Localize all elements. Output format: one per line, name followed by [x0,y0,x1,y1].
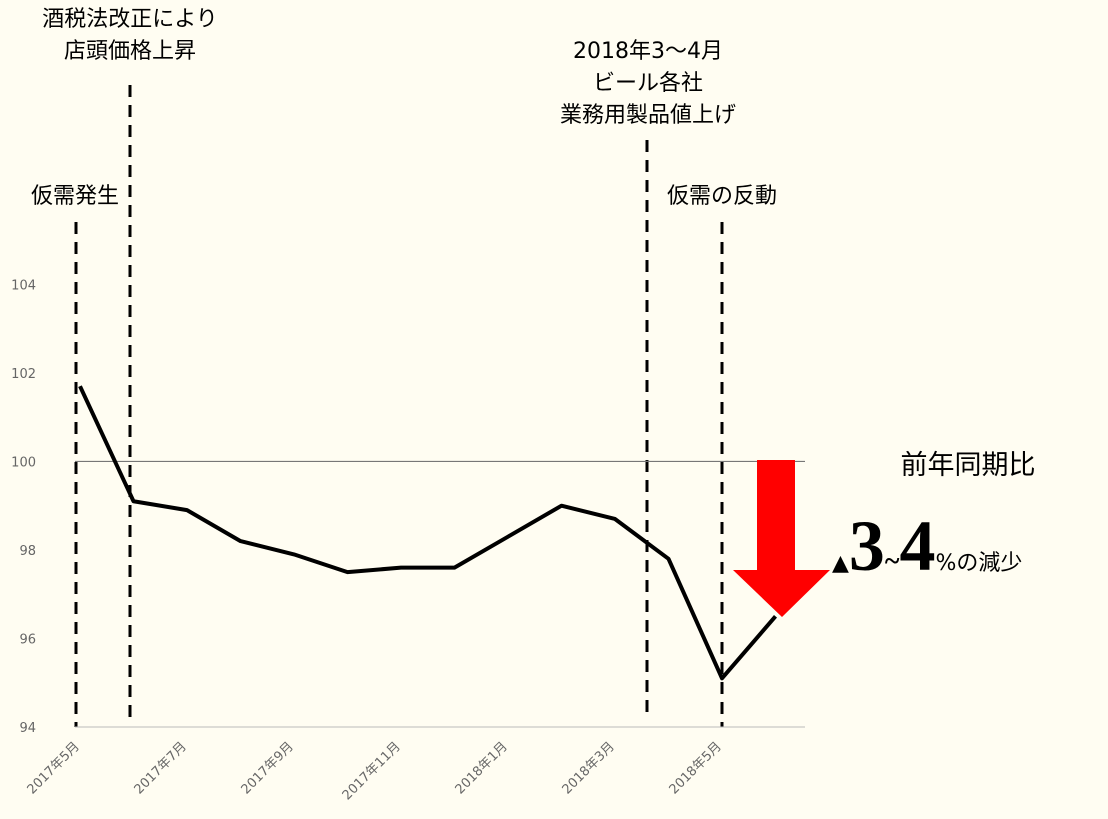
annotation: ビール各社 [593,71,703,96]
data-line [78,385,778,681]
annotation: 酒税法改正により [42,7,218,32]
y-tick-label: 96 [19,632,36,647]
x-tick-label: 2018年1月 [453,739,511,797]
callout-part: ~ [885,546,900,577]
event-lines [74,85,724,727]
annotation: 業務用製品値上げ [560,103,736,128]
callout-part: ▲ [832,551,849,576]
callout-part: 4 [899,506,935,586]
callout-title: 前年同期比 [901,450,1036,481]
y-tick-label: 100 [11,455,36,470]
y-tick-label: 104 [11,278,36,293]
y-tick-label: 94 [19,721,36,736]
x-tick-label: 2017年5月 [25,739,83,797]
x-tick-label: 2017年7月 [132,739,190,797]
x-tick-label: 2017年11月 [340,739,404,803]
x-tick-label: 2018年3月 [560,739,618,797]
annotation: 仮需の反動 [667,184,777,209]
annotation: 2018年3～4月 [573,39,723,64]
callout-part: 3 [849,506,885,586]
callout-value: ▲3~4%の減少 [832,506,1022,586]
x-tick-label: 2017年9月 [239,739,297,797]
annotation: 仮需発生 [31,184,119,209]
callout-part: %の減少 [935,551,1022,576]
x-tick-label: 2018年5月 [667,739,725,797]
decrease-arrow [733,460,830,617]
y-tick-label: 102 [11,367,36,382]
y-tick-label: 98 [19,544,36,559]
annotation: 店頭価格上昇 [64,39,196,64]
